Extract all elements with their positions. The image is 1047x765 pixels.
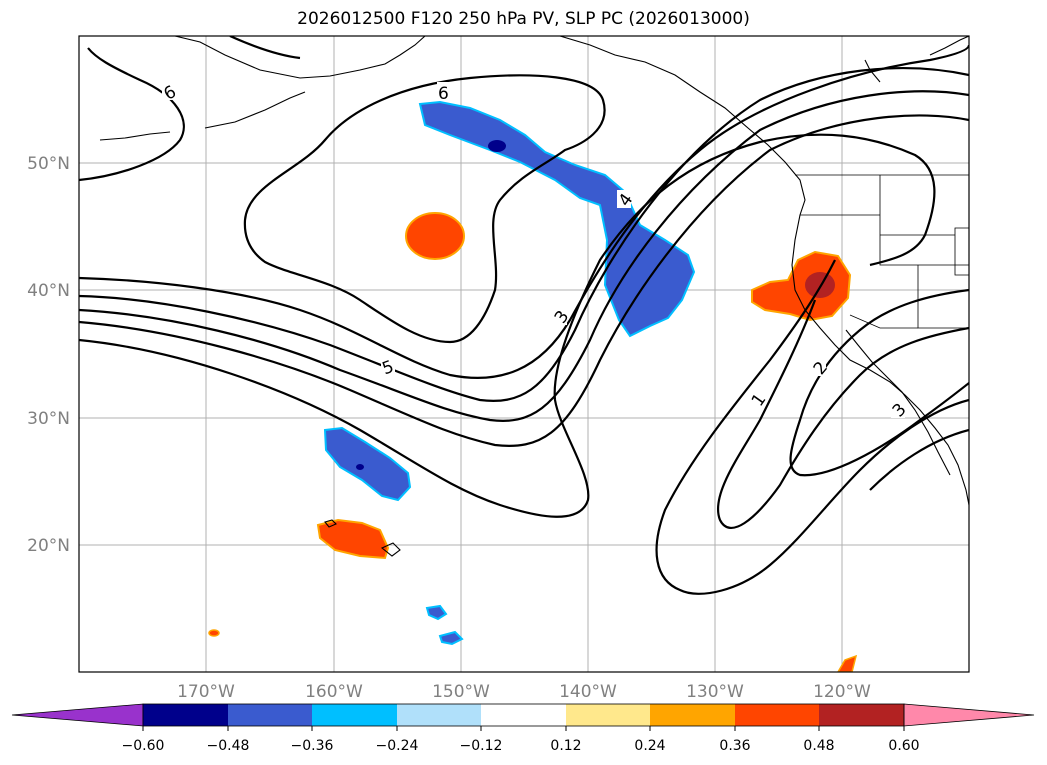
borders [795,174,969,329]
lat-label-50n: 50°N [27,154,70,174]
pv-positive-anomaly-small-1 [208,629,220,637]
pv-strong-negative-core-sub [356,464,364,470]
colorbar-segment [397,704,481,726]
pv-negative-anomaly-north-pacific [418,100,696,338]
colorbar-tick-label: −0.12 [460,738,503,754]
lon-label-170w: 170°W [177,682,235,702]
lat-label-40n: 40°N [27,281,70,301]
colorbar-tick-label: 0.48 [803,738,834,754]
latitude-labels: 50°N 40°N 30°N 20°N [27,154,70,556]
lon-label-160w: 160°W [305,682,363,702]
lon-label-130w: 130°W [686,682,744,702]
colorbar-tick-label: −0.48 [207,738,250,754]
pv-positive-anomaly-central [405,212,465,260]
colorbar-segment [143,704,228,726]
contour-label: 6 [160,82,179,105]
colorbar-tick-label: −0.36 [291,738,334,754]
colorbar-tick-label: 0.36 [719,738,750,754]
colorbar-segment [819,704,904,726]
colorbar-extend-min [11,703,144,727]
colorbar-segment [735,704,819,726]
colorbar-tick-label: −0.60 [122,738,165,754]
pv-positive-anomaly-california [751,250,852,322]
colorbar-segment [650,704,735,726]
colorbar-tick-label: 0.24 [634,738,665,754]
colorbar-segment [312,704,397,726]
map-title: 2026012500 F120 250 hPa PV, SLP PC (2026… [297,9,750,29]
pv-negative-anomaly-small-2 [438,630,464,646]
contour-labels: 6 6 5 4 3 1 2 3 [160,82,911,421]
map-frame [78,35,970,673]
pv-positive-anomaly-hawaii [316,518,390,560]
map-area: 6 6 5 4 3 1 2 3 [79,36,969,672]
colorbar: −0.60 −0.48 −0.36 −0.24 −0.12 0.12 0.24 … [11,703,1035,754]
pressure-contours [79,36,969,595]
pv-negative-anomaly-small-1 [425,604,448,621]
colorbar-tick-label: 0.12 [550,738,581,754]
longitude-labels: 170°W 160°W 150°W 140°W 130°W 120°W [177,682,871,702]
pv-strong-negative-core [488,140,506,152]
lat-label-20n: 20°N [27,536,70,556]
lon-label-150w: 150°W [432,682,490,702]
contour-label: 6 [438,84,449,104]
colorbar-segment [228,704,312,726]
pv-positive-anomaly-small-2 [837,654,858,672]
colorbar-outline [142,703,905,727]
colorbar-ticks [142,726,905,731]
colorbar-tick-label: 0.60 [888,738,919,754]
lon-label-120w: 120°W [813,682,871,702]
pv-negative-anomaly-subtropical [323,426,412,502]
colorbar-segment [481,704,566,726]
colorbar-extend-max [903,703,1035,727]
colorbar-tick-label: −0.24 [376,738,419,754]
lon-label-140w: 140°W [559,682,617,702]
lat-label-30n: 30°N [27,409,70,429]
colorbar-segment [566,704,650,726]
